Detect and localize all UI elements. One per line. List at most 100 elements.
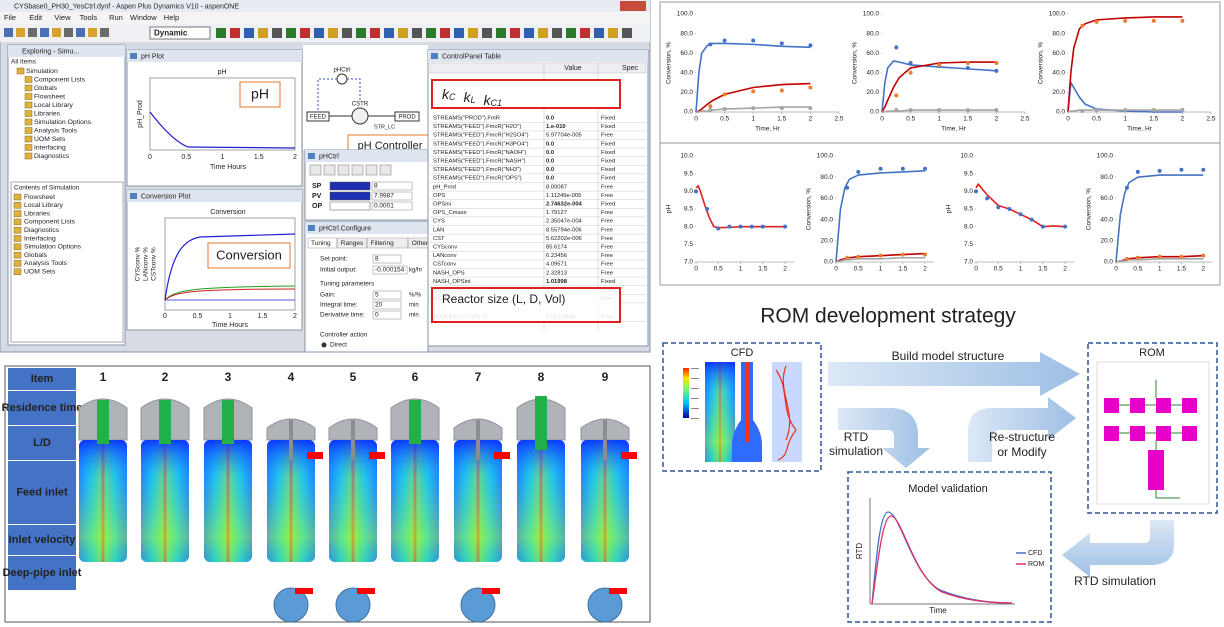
y-tick-label: 60.0 <box>820 195 833 202</box>
x-axis-label: Time, Hr <box>1127 126 1153 133</box>
table-cell: 1.01998 <box>546 279 568 285</box>
legend-label: CFD <box>1028 550 1042 557</box>
rom-unit <box>1182 398 1197 413</box>
x-tick-label: 0.5 <box>994 266 1003 273</box>
conversion-plot-title: Conversion <box>210 209 246 216</box>
series-point <box>1063 224 1068 229</box>
table-cell: Free <box>601 270 613 276</box>
contents-title: Contents of Simulation <box>14 185 80 192</box>
table-cell: 0.0 <box>546 167 554 173</box>
y-tick-label: 0.0 <box>1104 259 1113 266</box>
contents-icon <box>13 243 22 251</box>
configure-window-title: pHCtrl.Configure <box>319 225 371 232</box>
arrow-label: Build model structure <box>892 349 1005 363</box>
y-tick-label: 0.0 <box>870 109 879 116</box>
series-point <box>845 185 850 190</box>
config-label: Set point: <box>320 256 348 263</box>
mode-combo <box>149 26 211 40</box>
toolbar-icon <box>552 28 562 38</box>
y-tick-label: 7.5 <box>964 241 973 248</box>
series-point <box>923 166 928 171</box>
inlet-pipe <box>159 400 171 444</box>
y-tick-label: 80.0 <box>1052 30 1065 37</box>
inlet-pipe <box>476 420 480 460</box>
table-cell: Free <box>601 227 613 233</box>
table-cell: 2.32813 <box>546 270 567 276</box>
table-cell: pH_Prod <box>433 184 456 190</box>
tree-icon <box>24 118 33 126</box>
table-cell: Free <box>601 193 613 199</box>
tree-item: Globals <box>34 85 58 92</box>
faceplate-bar <box>329 201 371 211</box>
rom-link <box>1119 380 1182 499</box>
item-number: 2 <box>162 370 169 384</box>
config-unit: %/% <box>409 293 422 299</box>
ph-plot-title: pH <box>218 69 227 76</box>
y-tick-label: 8.0 <box>964 223 973 230</box>
series-point <box>738 224 743 229</box>
cfd-image-jet <box>745 362 749 442</box>
mode-value: Dynamic <box>154 29 188 38</box>
signal-line <box>347 78 361 100</box>
tree-icon <box>24 76 33 83</box>
series-line <box>1067 80 1183 113</box>
toolbar-icon <box>524 28 534 38</box>
param-subscript: C1 <box>491 98 503 108</box>
inlet-pipe <box>289 420 293 460</box>
flowsheet-prod: PROD <box>398 115 416 121</box>
conversion-plot-xtick: 1 <box>228 313 232 320</box>
table-cell: Free <box>601 219 613 225</box>
flow-arrow <box>968 397 1076 462</box>
row-label-cell <box>8 556 76 590</box>
flowsheet-feed: FEED <box>310 115 327 121</box>
y-tick-label: 9.0 <box>964 188 973 195</box>
config-unit: min <box>409 303 419 309</box>
tree-item: Local Library <box>34 102 74 109</box>
inlet-pipe <box>351 420 355 460</box>
table-cell: Fixed <box>601 141 615 147</box>
series-point <box>716 226 721 231</box>
x-tick-label: 0.5 <box>906 116 915 123</box>
toolbar-icon <box>40 28 49 37</box>
x-tick-label: 1 <box>1158 266 1162 273</box>
y-axis-label: pH <box>666 205 673 214</box>
faceplate-icon <box>365 164 378 176</box>
tree-item: Interfacing <box>34 144 66 151</box>
x-tick-label: 2 <box>1181 116 1185 123</box>
series-point <box>751 89 756 94</box>
table-cell: 0.0 <box>546 150 554 156</box>
contents-item: Simulation Options <box>24 244 82 251</box>
tree-item: Diagnostics <box>34 153 70 160</box>
config-value: 0 <box>375 312 379 319</box>
validation-xlabel: Time <box>929 606 947 615</box>
y-tick-label: 7.5 <box>684 241 693 248</box>
y-tick-label: 40.0 <box>866 70 879 77</box>
toolbar-icon <box>384 28 394 38</box>
toolbar-icon <box>28 28 37 37</box>
arrow-label: simulation <box>829 444 883 458</box>
y-tick-label: 80.0 <box>680 30 693 37</box>
side-inlet <box>369 452 385 459</box>
menu-item: File <box>4 13 16 22</box>
toolbar-icon <box>356 28 366 38</box>
prod-block <box>394 111 420 122</box>
series-point <box>1179 167 1184 172</box>
series-point <box>708 104 713 109</box>
contents-item: Analysis Tools <box>24 260 68 267</box>
series-line <box>881 60 997 113</box>
toolbar-icon <box>580 28 590 38</box>
series-point <box>722 107 727 112</box>
toolbar-icon <box>100 28 109 37</box>
table-cell: 8.55794e-006 <box>546 227 582 233</box>
series-line <box>835 170 926 263</box>
reactor-shade <box>329 440 377 562</box>
series-point <box>1080 109 1085 114</box>
arrow-label: Re-structure <box>989 430 1055 444</box>
contents-icon <box>13 210 22 217</box>
table-cell: Fixed <box>601 150 615 156</box>
series-point <box>727 224 732 229</box>
config-field <box>372 254 402 264</box>
rom-unit <box>1104 398 1119 413</box>
row-label: Item <box>31 373 54 385</box>
table-cell: STREAMS("PROD").FmR <box>433 116 500 122</box>
